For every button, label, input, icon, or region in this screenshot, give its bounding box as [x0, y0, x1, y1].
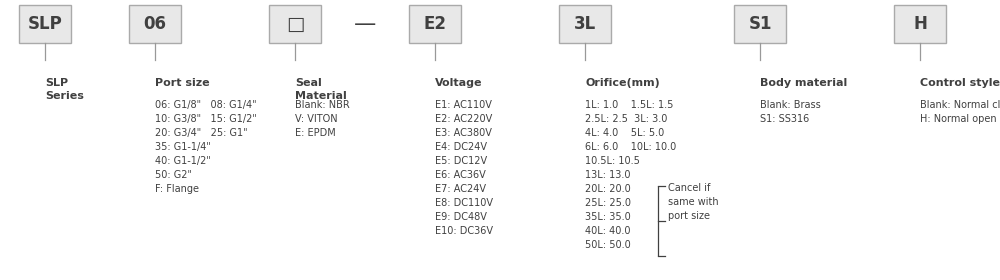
Text: H: H	[913, 15, 927, 33]
Text: Orifice(mm): Orifice(mm)	[585, 78, 660, 88]
Text: Cancel if
same with
port size: Cancel if same with port size	[668, 183, 719, 221]
Text: 06: G1/8"   08: G1/4"
10: G3/8"   15: G1/2"
20: G3/4"   25: G1"
35: G1-1/4"
40: : 06: G1/8" 08: G1/4" 10: G3/8" 15: G1/2" …	[155, 100, 257, 194]
Text: 06: 06	[144, 15, 166, 33]
Text: □: □	[286, 15, 304, 34]
Text: Port size: Port size	[155, 78, 210, 88]
Text: E1: AC110V
E2: AC220V
E3: AC380V
E4: DC24V
E5: DC12V
E6: AC36V
E7: AC24V
E8: DC1: E1: AC110V E2: AC220V E3: AC380V E4: DC2…	[435, 100, 493, 236]
Text: Blank: NBR
V: VITON
E: EPDM: Blank: NBR V: VITON E: EPDM	[295, 100, 350, 138]
FancyBboxPatch shape	[559, 5, 611, 43]
Text: —: —	[354, 14, 376, 34]
Text: 1L: 1.0    1.5L: 1.5
2.5L: 2.5  3L: 3.0
4L: 4.0    5L: 5.0
6L: 6.0    10L: 10.0
: 1L: 1.0 1.5L: 1.5 2.5L: 2.5 3L: 3.0 4L: …	[585, 100, 676, 250]
Text: 3L: 3L	[574, 15, 596, 33]
Text: SLP: SLP	[28, 15, 62, 33]
FancyBboxPatch shape	[129, 5, 181, 43]
FancyBboxPatch shape	[269, 5, 321, 43]
FancyBboxPatch shape	[19, 5, 71, 43]
Text: Blank: Normal close
H: Normal open: Blank: Normal close H: Normal open	[920, 100, 1000, 124]
Text: E2: E2	[424, 15, 446, 33]
Text: Seal
Material: Seal Material	[295, 78, 347, 101]
Text: Voltage: Voltage	[435, 78, 482, 88]
FancyBboxPatch shape	[734, 5, 786, 43]
FancyBboxPatch shape	[409, 5, 461, 43]
FancyBboxPatch shape	[894, 5, 946, 43]
Text: SLP
Series: SLP Series	[45, 78, 84, 101]
Text: Blank: Brass
S1: SS316: Blank: Brass S1: SS316	[760, 100, 821, 124]
Text: Body material: Body material	[760, 78, 847, 88]
Text: Control style: Control style	[920, 78, 1000, 88]
Text: S1: S1	[748, 15, 772, 33]
